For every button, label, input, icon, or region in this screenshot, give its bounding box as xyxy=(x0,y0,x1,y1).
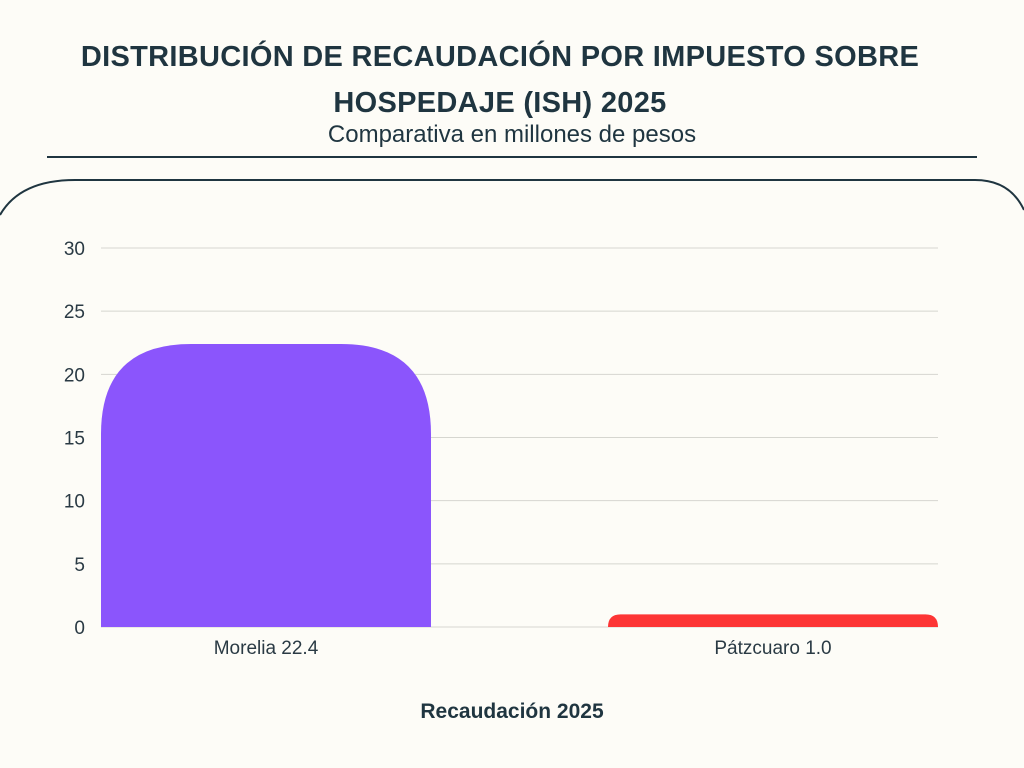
y-tick-label: 25 xyxy=(64,302,85,323)
y-tick-label: 5 xyxy=(74,555,85,576)
title-divider xyxy=(47,156,977,158)
y-tick-label: 15 xyxy=(64,429,85,450)
y-tick-label: 20 xyxy=(64,365,85,386)
chart-subtitle: Comparativa en millones de pesos xyxy=(327,121,697,148)
chart-title: DISTRIBUCIÓN DE RECAUDACIÓN POR IMPUESTO… xyxy=(80,41,920,119)
y-tick-label: 10 xyxy=(64,492,85,513)
y-tick-label: 30 xyxy=(64,239,85,260)
bar-0 xyxy=(101,344,431,627)
chart-frame xyxy=(0,179,1024,216)
x-category-label: Morelia 22.4 xyxy=(214,638,319,659)
x-category-label: Pátzcuaro 1.0 xyxy=(714,638,831,659)
y-tick-label: 0 xyxy=(74,618,85,639)
x-axis-label: Recaudación 2025 xyxy=(420,700,604,723)
bar-1 xyxy=(608,614,938,627)
